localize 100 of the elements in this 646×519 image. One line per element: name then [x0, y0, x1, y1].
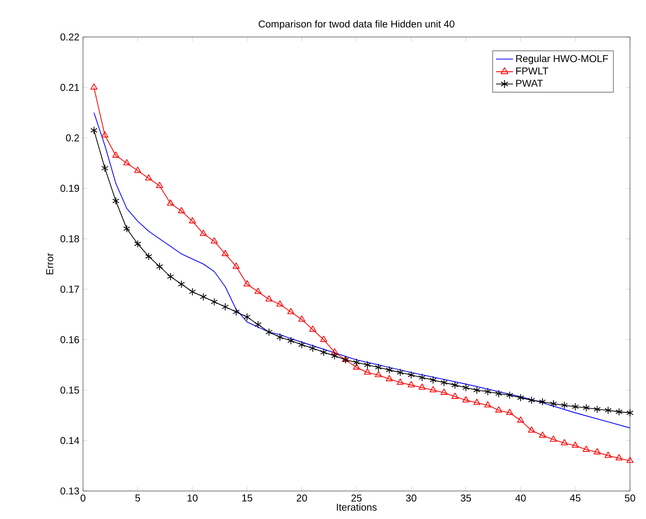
y-tick-label: 0.15 [60, 386, 80, 394]
point [582, 404, 590, 412]
point [408, 370, 415, 379]
chart-title: Comparison for twod data file Hidden unit 40 [258, 20, 454, 30]
point [418, 384, 426, 390]
x-tick-label: 25 [351, 494, 362, 502]
point [331, 348, 338, 354]
y-axis-title: Error [46, 253, 54, 274]
point [538, 398, 546, 406]
y-tick-label: 0.2 [66, 134, 79, 142]
point [604, 452, 612, 458]
point [244, 280, 251, 286]
y-tick-label: 0.14 [60, 437, 80, 444]
point [123, 159, 130, 166]
point [594, 448, 601, 454]
x-tick-label: 50 [624, 494, 636, 502]
point [484, 401, 492, 408]
x-tick-label: 20 [296, 494, 307, 502]
point [254, 320, 262, 329]
point [232, 308, 240, 316]
point [550, 400, 557, 408]
y-tick-label: 0.19 [60, 184, 80, 192]
x-tick-label: 30 [406, 494, 416, 502]
point [167, 199, 174, 206]
point [604, 406, 612, 414]
point [112, 196, 120, 205]
point [90, 83, 98, 90]
x-tick-label: 5 [135, 494, 140, 502]
point [528, 396, 536, 404]
point [320, 336, 328, 342]
point [440, 378, 448, 387]
point [517, 416, 524, 423]
point [572, 402, 579, 411]
point [145, 174, 152, 180]
point [287, 308, 294, 314]
y-tick-label: 0.22 [60, 33, 79, 41]
point [386, 366, 393, 374]
legend-label: FPWLT [516, 67, 548, 74]
point [462, 384, 470, 392]
point [473, 386, 480, 394]
point [495, 406, 502, 412]
x-tick-label: 15 [242, 494, 252, 502]
point [572, 442, 579, 448]
point [430, 386, 437, 392]
point [298, 316, 306, 322]
point [560, 439, 568, 446]
point [167, 272, 174, 281]
point [560, 401, 568, 410]
point [353, 358, 360, 366]
point [200, 292, 207, 301]
point [178, 207, 185, 214]
point [451, 381, 458, 390]
point [451, 392, 458, 399]
point [430, 376, 437, 384]
point [517, 394, 524, 402]
point [134, 166, 142, 173]
point [232, 262, 240, 269]
point [222, 250, 229, 256]
legend-label: Regular HWO-MOLF [516, 54, 608, 64]
point [156, 262, 164, 271]
point [386, 375, 393, 382]
point [298, 340, 306, 349]
point [616, 408, 623, 416]
y-tick-label: 0.17 [60, 286, 79, 293]
y-tick-label: 0.18 [60, 235, 80, 242]
point [222, 302, 229, 311]
point [353, 363, 360, 370]
point [188, 217, 196, 224]
x-axis-title: Iterations [336, 503, 377, 511]
point [484, 388, 492, 396]
point [616, 454, 623, 460]
point [145, 252, 152, 260]
point [90, 126, 98, 134]
point [287, 336, 294, 345]
point [112, 152, 120, 158]
point [506, 391, 514, 400]
y-tick-label: 0.21 [60, 84, 79, 91]
x-tick-label: 40 [515, 494, 526, 502]
point [101, 131, 108, 138]
point [495, 390, 502, 398]
point [210, 237, 218, 244]
point [265, 295, 272, 302]
point [418, 374, 426, 382]
legend-label: PWAT [516, 80, 543, 87]
point [364, 368, 371, 375]
point [156, 182, 164, 188]
point [309, 344, 316, 352]
point [265, 328, 272, 336]
point [210, 298, 218, 306]
x-tick-label: 45 [570, 494, 580, 502]
point [528, 426, 536, 433]
point [396, 378, 404, 385]
point [320, 348, 328, 356]
point [134, 240, 142, 248]
point [473, 398, 480, 405]
point [626, 408, 634, 417]
point [440, 388, 448, 395]
x-tick-label: 0 [80, 494, 86, 502]
point [188, 288, 196, 296]
point [254, 288, 262, 294]
